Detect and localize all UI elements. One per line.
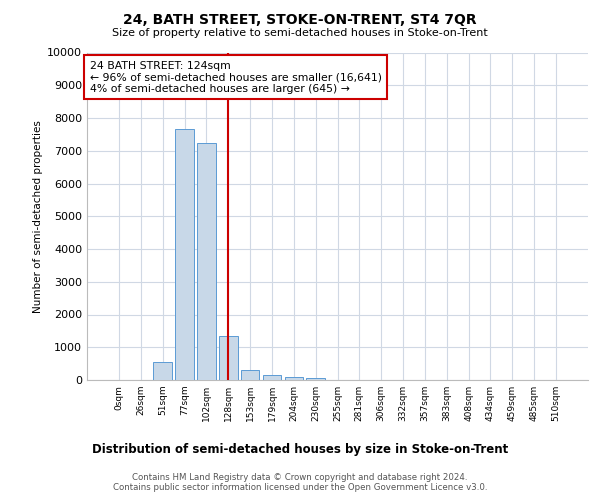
Bar — [307, 378, 325, 380]
Bar — [219, 336, 238, 380]
Bar — [241, 370, 259, 380]
Bar — [154, 362, 172, 380]
Text: Distribution of semi-detached houses by size in Stoke-on-Trent: Distribution of semi-detached houses by … — [92, 442, 508, 456]
Y-axis label: Number of semi-detached properties: Number of semi-detached properties — [33, 120, 43, 312]
Text: 24, BATH STREET, STOKE-ON-TRENT, ST4 7QR: 24, BATH STREET, STOKE-ON-TRENT, ST4 7QR — [123, 12, 477, 26]
Text: Size of property relative to semi-detached houses in Stoke-on-Trent: Size of property relative to semi-detach… — [112, 28, 488, 38]
Bar — [284, 378, 303, 380]
Text: Contains HM Land Registry data © Crown copyright and database right 2024.
Contai: Contains HM Land Registry data © Crown c… — [113, 472, 487, 492]
Bar — [175, 130, 194, 380]
Text: 24 BATH STREET: 124sqm
← 96% of semi-detached houses are smaller (16,641)
4% of : 24 BATH STREET: 124sqm ← 96% of semi-det… — [89, 60, 382, 94]
Bar — [263, 375, 281, 380]
Bar — [197, 142, 216, 380]
